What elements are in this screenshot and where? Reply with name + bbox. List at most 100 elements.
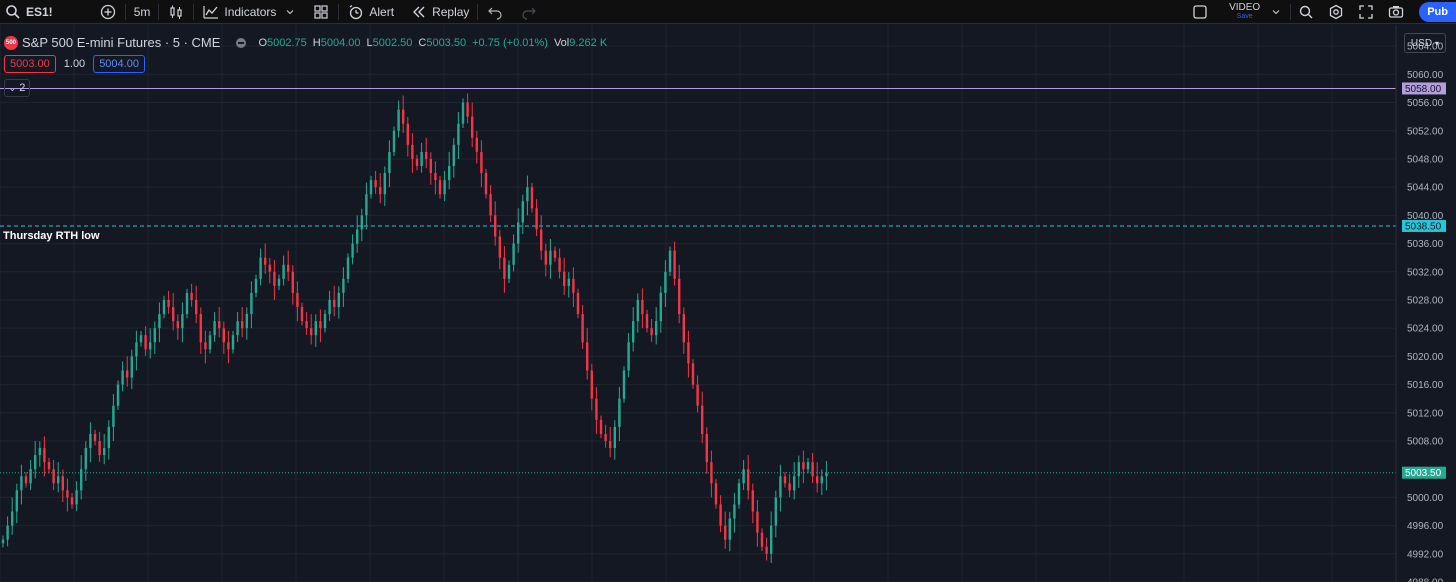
indicators-button[interactable]: Indicators xyxy=(194,0,304,24)
candle-body xyxy=(687,342,690,364)
toolbar-divider xyxy=(477,3,479,20)
candle-body xyxy=(466,102,469,117)
candle-body xyxy=(678,278,681,315)
publish-button[interactable]: Pub xyxy=(1419,2,1456,22)
candle-body xyxy=(783,476,787,484)
candle-body xyxy=(655,321,658,336)
candle-body xyxy=(351,243,354,258)
indicators-icon xyxy=(202,3,220,21)
candle-body xyxy=(673,250,676,279)
video-save-button[interactable]: VIDEO Save xyxy=(1229,3,1260,21)
last-price-label: 5003.50 xyxy=(1405,468,1442,479)
candle-body xyxy=(20,476,23,491)
chevron-down-icon[interactable] xyxy=(1270,3,1282,21)
candle-body xyxy=(590,370,593,399)
currency-label: USD xyxy=(1410,37,1433,49)
candle-body xyxy=(788,483,791,491)
price-tick-label: 5008.00 xyxy=(1407,436,1444,447)
candle-body xyxy=(323,314,327,329)
candle-body xyxy=(604,433,607,441)
candle-body xyxy=(24,476,28,484)
price-tick-label: 5044.00 xyxy=(1407,183,1444,194)
hide-series-icon[interactable] xyxy=(236,37,247,48)
currency-selector[interactable]: USD ▾ xyxy=(1404,33,1446,53)
chart-type-button[interactable] xyxy=(159,0,193,24)
sell-button[interactable]: 5003.00 xyxy=(4,55,56,73)
price-tick-label: 5028.00 xyxy=(1407,295,1444,306)
price-tick-label: 5024.00 xyxy=(1407,324,1444,335)
horizontal-line-price-label: 5058.00 xyxy=(1405,84,1442,95)
search-icon xyxy=(4,3,22,21)
candle-body xyxy=(406,123,409,145)
candle-body xyxy=(645,314,649,329)
settings-gear-icon[interactable] xyxy=(1327,3,1345,21)
candle-body xyxy=(691,363,695,385)
quantity-field[interactable]: 1.00 xyxy=(63,58,86,70)
buy-button[interactable]: 5004.00 xyxy=(93,55,145,73)
candle-body xyxy=(268,264,271,272)
candle-body xyxy=(38,448,41,456)
candle-body xyxy=(250,292,253,315)
candle-body xyxy=(517,222,520,244)
quick-search-icon[interactable] xyxy=(1297,3,1315,21)
candle-body xyxy=(185,292,189,315)
candle-body xyxy=(503,257,506,279)
candle-body xyxy=(415,158,419,167)
candle-body xyxy=(11,511,14,526)
candle-body xyxy=(540,229,543,251)
candle-body xyxy=(719,504,722,526)
fullscreen-square-icon[interactable] xyxy=(1191,3,1209,21)
candle-body xyxy=(581,314,584,343)
price-chart[interactable]: 5064.00 5060.00 5056.00 5052.00 5048.00 5044.… xyxy=(0,25,1456,582)
candle-body xyxy=(461,102,465,124)
volume-value: 9.262 K xyxy=(569,36,608,49)
undo-button[interactable] xyxy=(478,0,512,24)
candle-body xyxy=(369,180,373,195)
candle-body xyxy=(622,370,626,399)
candle-body xyxy=(264,257,267,265)
alert-button[interactable]: Alert xyxy=(339,0,402,24)
trade-panel: 5003.00 1.00 5004.00 xyxy=(4,55,145,73)
candle-body xyxy=(213,321,216,336)
candle-body xyxy=(521,201,524,223)
candle-body xyxy=(374,180,377,188)
layouts-button[interactable] xyxy=(304,0,338,24)
candle-body xyxy=(825,472,828,477)
candle-body xyxy=(135,342,138,357)
candle-body xyxy=(43,448,46,463)
interval-button[interactable]: 5m xyxy=(133,4,151,19)
candle-body xyxy=(273,271,276,286)
chevron-down-icon[interactable] xyxy=(284,3,296,21)
close-key: C xyxy=(418,36,427,49)
candle-body xyxy=(231,335,235,350)
candle-body xyxy=(425,151,428,159)
candle-body xyxy=(126,370,129,378)
candle-body xyxy=(397,109,400,131)
symbol-search[interactable]: ES1! xyxy=(0,0,61,24)
candle-body xyxy=(383,173,386,195)
compare-button[interactable] xyxy=(91,0,125,24)
toolbar-divider xyxy=(193,3,195,20)
candle-body xyxy=(756,511,759,533)
replay-button[interactable]: Replay xyxy=(402,0,477,24)
alarm-clock-icon xyxy=(347,3,365,21)
candle-body xyxy=(636,299,639,322)
candle-body xyxy=(47,462,51,470)
candle-body xyxy=(443,180,446,195)
candle-body xyxy=(356,229,359,244)
price-tick-label: 5012.00 xyxy=(1407,408,1444,419)
collapse-indicators-button[interactable]: ⌄ 2 xyxy=(4,79,30,97)
replay-label: Replay xyxy=(432,4,470,19)
candle-body xyxy=(742,469,745,484)
series-title[interactable]: S&P 500 E-mini Futures · 5 · CME xyxy=(22,35,221,50)
toolbar-divider xyxy=(158,3,160,20)
candle-body xyxy=(392,130,396,152)
redo-button[interactable] xyxy=(512,0,546,24)
price-tick-label: 5000.00 xyxy=(1407,493,1444,504)
candle-body xyxy=(599,419,603,434)
candles-icon xyxy=(167,3,185,21)
candle-body xyxy=(107,426,110,449)
candle-body xyxy=(733,504,736,519)
camera-icon[interactable] xyxy=(1387,3,1405,21)
fullscreen-icon[interactable] xyxy=(1357,3,1375,21)
